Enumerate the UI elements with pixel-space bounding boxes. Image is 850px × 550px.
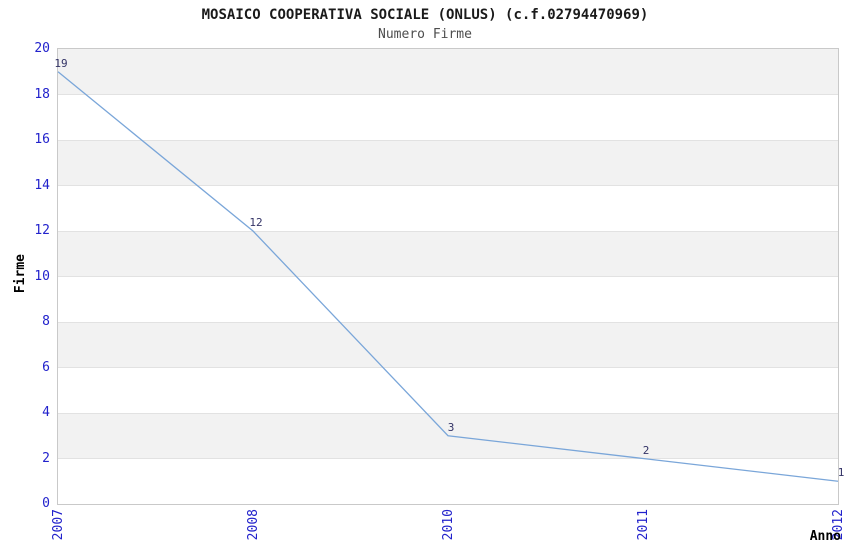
gridline (58, 139, 838, 141)
x-tick-label-text: 2008 (245, 509, 261, 541)
y-axis-title: Firme (13, 254, 28, 297)
gridline (58, 367, 838, 368)
data-line (57, 71, 839, 482)
x-tick-label: 2007 (50, 509, 67, 544)
x-tick-label: 2008 (245, 509, 262, 544)
y-tick-label: 10 (34, 268, 50, 284)
y-tick-label: 0 (42, 496, 50, 511)
line-chart-svg (57, 71, 839, 482)
x-tick-label-text: 2010 (440, 509, 456, 541)
plot-band (58, 231, 838, 277)
gridline (58, 321, 838, 323)
point-label: 19 (54, 56, 68, 70)
y-axis-title-text: Firme (13, 254, 28, 294)
chart-title: MOSAICO COOPERATIVA SOCIALE (ONLUS) (c.f… (201, 7, 649, 23)
point-label: 1 (837, 466, 845, 480)
x-axis-title: Anno (809, 529, 841, 544)
gridline (58, 412, 838, 414)
y-tick-label: 14 (34, 177, 50, 193)
y-tick-label: 6 (42, 359, 50, 375)
plot-band (58, 322, 838, 368)
gridline (58, 94, 838, 95)
plot-area: 19 12 3 2 1 (54, 48, 844, 505)
x-tick-label: 2011 (635, 509, 652, 544)
y-tick-label: 16 (34, 132, 50, 147)
gridline (58, 230, 838, 232)
gridline (58, 185, 838, 186)
x-tick-label: 2010 (440, 509, 457, 544)
point-label: 2 (642, 443, 650, 457)
point-label: 3 (447, 420, 455, 434)
gridline (58, 276, 838, 277)
plot-band (58, 49, 838, 95)
y-tick-label: 4 (42, 405, 50, 420)
y-tick-label: 2 (42, 450, 50, 466)
gridline (58, 458, 838, 459)
x-tick-label-text: 2007 (50, 509, 66, 541)
point-label: 12 (249, 216, 263, 229)
chart-subtitle: Numero Firme (378, 27, 472, 42)
y-tick-label: 8 (42, 314, 50, 329)
y-tick-label: 20 (34, 41, 50, 56)
y-tick-label: 12 (34, 223, 50, 238)
y-tick-label: 18 (34, 86, 50, 102)
x-tick-label-text: 2011 (635, 509, 651, 541)
